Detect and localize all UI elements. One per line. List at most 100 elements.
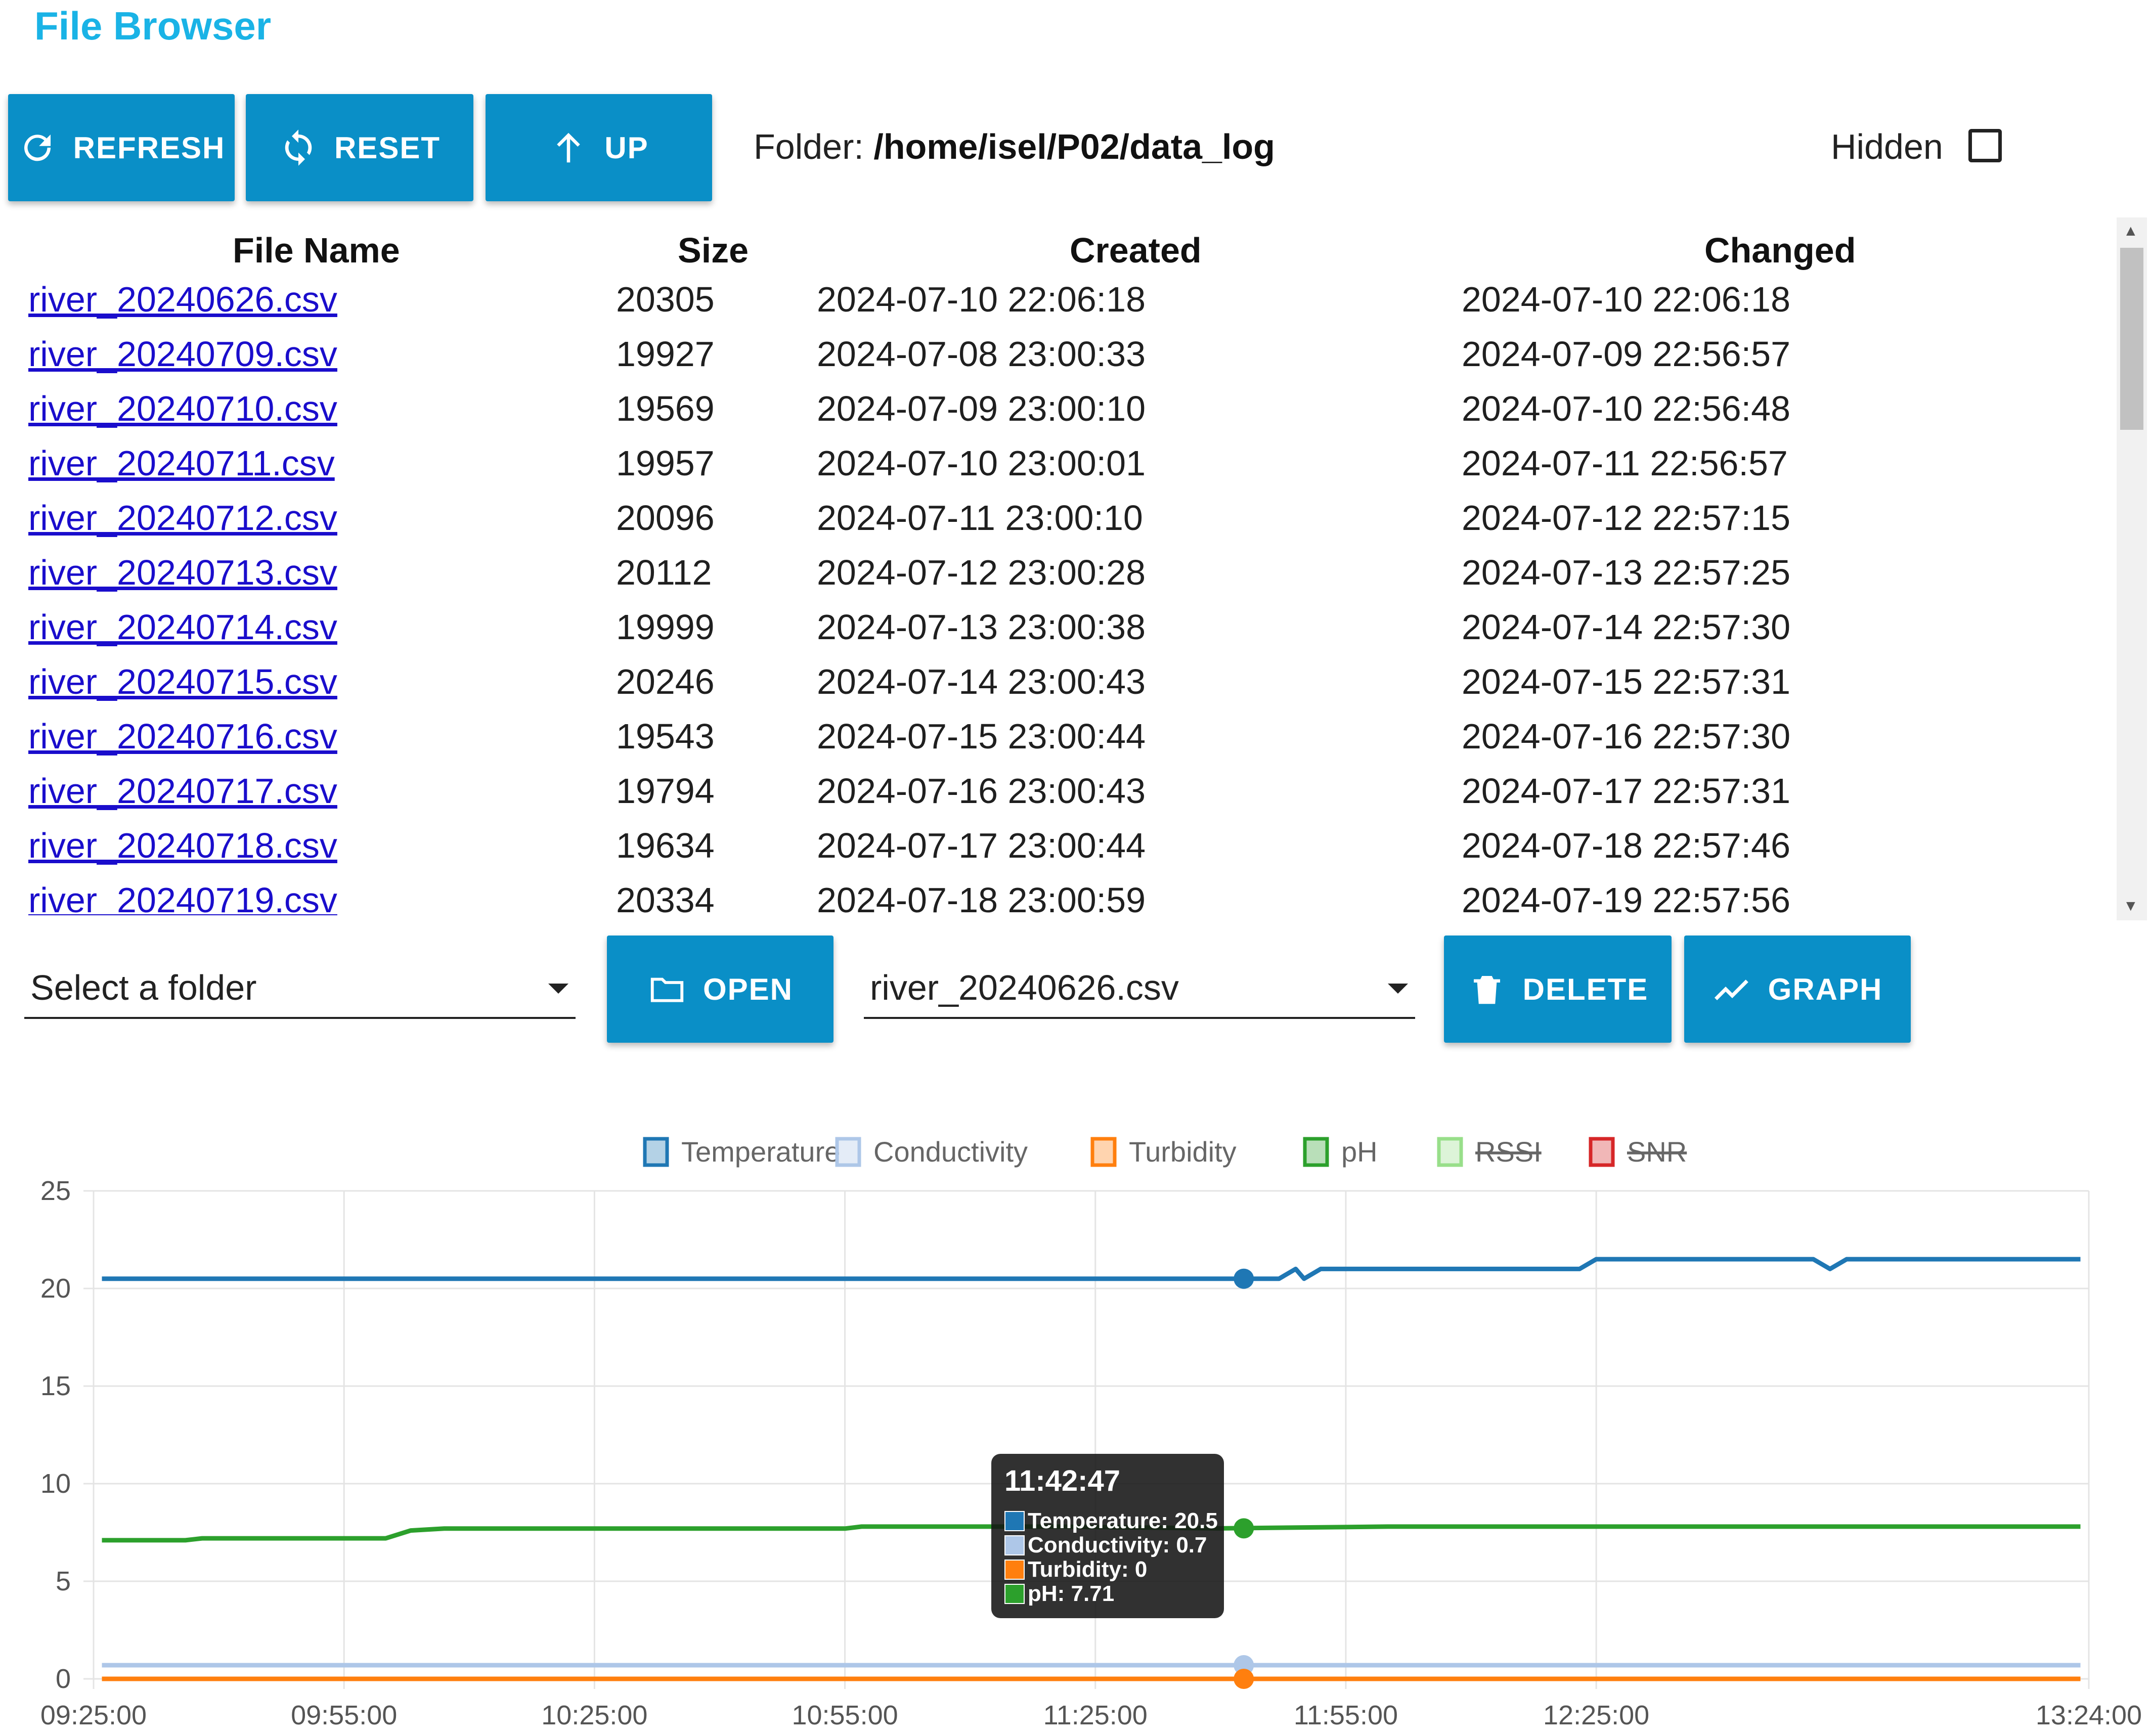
- y-tick-label: 0: [56, 1664, 71, 1694]
- graph-label: GRAPH: [1768, 972, 1883, 1006]
- header-size[interactable]: Size: [678, 231, 749, 270]
- file-created: 2024-07-12 23:00:28: [817, 553, 1146, 592]
- table-row: river_20240709.csv 19927 2024-07-08 23:00:…: [15, 334, 2114, 388]
- file-created: 2024-07-10 23:00:01: [817, 443, 1146, 483]
- legend-swatch: [835, 1137, 861, 1167]
- table-row: river_20240712.csv 20096 2024-07-11 23:00:…: [15, 498, 2114, 552]
- file-name-link[interactable]: river_20240709.csv: [28, 334, 337, 374]
- table-row: river_20240719.csv 20334 2024-07-18 23:00:…: [15, 880, 2114, 915]
- legend-item-snr[interactable]: SNR: [1627, 1136, 1687, 1168]
- chevron-down-icon: [1388, 984, 1408, 994]
- file-created: 2024-07-15 23:00:44: [817, 717, 1146, 756]
- file-changed: 2024-07-18 22:57:46: [1462, 826, 1790, 865]
- file-changed: 2024-07-12 22:57:15: [1462, 498, 1790, 538]
- hidden-checkbox[interactable]: [1968, 129, 2002, 162]
- y-tick-label: 10: [40, 1468, 71, 1499]
- file-name-link[interactable]: river_20240712.csv: [28, 498, 337, 538]
- file-name-link[interactable]: river_20240718.csv: [28, 826, 337, 865]
- x-tick-label: 09:55:00: [291, 1700, 397, 1730]
- y-tick-label: 20: [40, 1273, 71, 1304]
- file-name-link[interactable]: river_20240717.csv: [28, 771, 337, 811]
- folder-indicator: Folder: /home/isel/P02/data_log: [754, 126, 1275, 167]
- tooltip-title: 11:42:47: [1004, 1464, 1120, 1497]
- file-created: 2024-07-16 23:00:43: [817, 771, 1146, 811]
- file-table: File Name Size Created Changed river_202…: [15, 217, 2114, 915]
- legend-item-temperature[interactable]: Temperature: [681, 1136, 840, 1168]
- legend-swatch: [643, 1137, 669, 1167]
- up-button[interactable]: UP: [486, 94, 712, 201]
- file-size: 19999: [616, 607, 715, 647]
- scroll-down-icon[interactable]: ▼: [2123, 898, 2138, 914]
- legend-item-rssi[interactable]: RSSI: [1475, 1136, 1542, 1168]
- folder-select[interactable]: Select a folder: [24, 963, 576, 1019]
- legend-swatch: [1437, 1137, 1463, 1167]
- legend-item-turbidity[interactable]: Turbidity: [1129, 1136, 1237, 1168]
- x-tick-label: 10:55:00: [792, 1700, 898, 1730]
- table-row: river_20240714.csv 19999 2024-07-13 23:00:…: [15, 607, 2114, 661]
- file-size: 20096: [616, 498, 715, 538]
- file-created: 2024-07-17 23:00:44: [817, 826, 1146, 865]
- file-changed: 2024-07-17 22:57:31: [1462, 771, 1790, 811]
- file-changed: 2024-07-10 22:56:48: [1462, 389, 1790, 428]
- delete-button[interactable]: DELETE: [1444, 936, 1672, 1043]
- header-created[interactable]: Created: [1070, 231, 1202, 270]
- folder-path: /home/isel/P02/data_log: [873, 127, 1275, 166]
- scroll-up-icon[interactable]: ▲: [2123, 222, 2138, 239]
- file-name-link[interactable]: river_20240719.csv: [28, 880, 337, 915]
- refresh-icon: [24, 135, 51, 161]
- file-created: 2024-07-14 23:00:43: [817, 662, 1146, 701]
- legend-swatch: [1303, 1137, 1329, 1167]
- up-label: UP: [604, 130, 649, 165]
- file-name-link[interactable]: river_20240715.csv: [28, 662, 337, 701]
- series-line-temperature: [102, 1257, 2081, 1281]
- header-file-name[interactable]: File Name: [233, 231, 400, 270]
- trash-icon: [1473, 976, 1500, 1004]
- file-name-link[interactable]: river_20240626.csv: [28, 280, 337, 319]
- file-name-link[interactable]: river_20240714.csv: [28, 607, 337, 647]
- file-name-link[interactable]: river_20240711.csv: [28, 443, 335, 483]
- file-size: 19794: [616, 771, 715, 811]
- x-tick-label: 10:25:00: [541, 1700, 647, 1730]
- table-row: river_20240713.csv 20112 2024-07-12 23:00:…: [15, 552, 2114, 607]
- folder-icon: [650, 977, 684, 1002]
- reset-button[interactable]: RESET: [246, 94, 473, 201]
- legend-item-ph[interactable]: pH: [1341, 1136, 1378, 1168]
- open-button[interactable]: OPEN: [607, 936, 833, 1043]
- file-created: 2024-07-08 23:00:33: [817, 334, 1146, 374]
- header-changed[interactable]: Changed: [1704, 231, 1856, 270]
- file-changed: 2024-07-16 22:57:30: [1462, 717, 1790, 756]
- file-size: 20334: [616, 880, 715, 915]
- table-row: river_20240718.csv 19634 2024-07-17 23:00:…: [15, 825, 2114, 880]
- refresh-button[interactable]: REFRESH: [8, 94, 235, 201]
- file-changed: 2024-07-10 22:06:18: [1462, 280, 1790, 319]
- file-created: 2024-07-09 23:00:10: [817, 389, 1146, 428]
- file-name-link[interactable]: river_20240713.csv: [28, 553, 337, 592]
- tooltip-line: Conductivity: 0.7: [1004, 1533, 1207, 1558]
- legend-item-conductivity[interactable]: Conductivity: [873, 1136, 1028, 1168]
- sync-icon: [285, 129, 312, 166]
- file-changed: 2024-07-14 22:57:30: [1462, 607, 1790, 647]
- reset-label: RESET: [334, 130, 441, 165]
- x-tick-label: 11:55:00: [1294, 1700, 1398, 1730]
- graph-button[interactable]: GRAPH: [1684, 936, 1911, 1043]
- file-select[interactable]: river_20240626.csv: [864, 963, 1415, 1019]
- file-size: 19543: [616, 717, 715, 756]
- x-tick-label: 11:25:00: [1043, 1700, 1148, 1730]
- page-title: File Browser: [34, 4, 272, 48]
- file-changed: 2024-07-15 22:57:31: [1462, 662, 1790, 701]
- chevron-down-icon: [548, 984, 568, 994]
- table-row: river_20240711.csv 19957 2024-07-10 23:00:…: [15, 443, 2114, 498]
- y-tick-label: 25: [40, 1176, 71, 1206]
- scrollbar-thumb[interactable]: [2120, 248, 2143, 430]
- table-row: river_20240626.csv 20305 2024-07-10 22:06:…: [15, 279, 2114, 334]
- file-name-link[interactable]: river_20240716.csv: [28, 717, 337, 756]
- file-name-link[interactable]: river_20240710.csv: [28, 389, 337, 428]
- legend-swatch: [1589, 1137, 1615, 1167]
- table-row: river_20240715.csv 20246 2024-07-14 23:00:…: [15, 661, 2114, 716]
- y-tick-label: 15: [40, 1371, 71, 1401]
- file-changed: 2024-07-11 22:56:57: [1462, 443, 1788, 483]
- file-size: 20305: [616, 280, 715, 319]
- open-label: OPEN: [703, 972, 794, 1006]
- table-row: river_20240717.csv 19794 2024-07-16 23:00:…: [15, 771, 2114, 825]
- refresh-label: REFRESH: [73, 130, 226, 165]
